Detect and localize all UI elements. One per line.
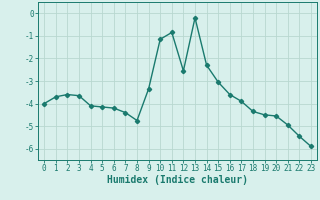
X-axis label: Humidex (Indice chaleur): Humidex (Indice chaleur) [107, 175, 248, 185]
